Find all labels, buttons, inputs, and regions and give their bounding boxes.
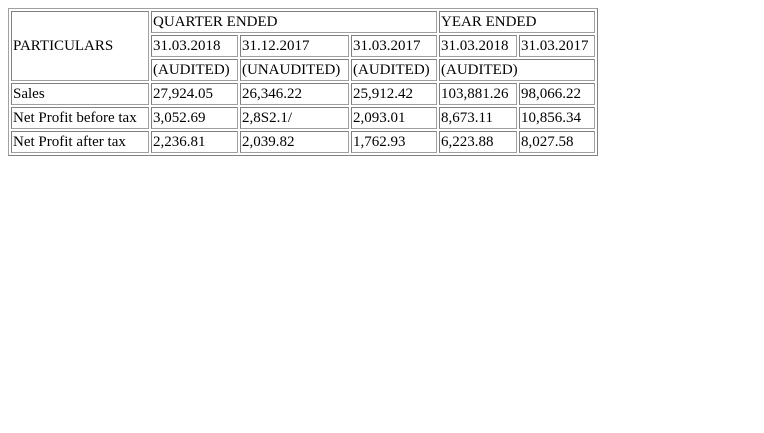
table-cell: 2,236.81 [151, 131, 238, 153]
table-cell: 103,881.26 [439, 83, 517, 105]
table-cell: 27,924.05 [151, 83, 238, 105]
audit-status-header: (AUDITED) [351, 59, 437, 81]
table-cell: 1,762.93 [351, 131, 437, 153]
audit-status-header: (AUDITED) [151, 59, 238, 81]
table-cell: 8,027.58 [519, 131, 595, 153]
row-label: Sales [11, 83, 149, 105]
table-cell: 25,912.42 [351, 83, 437, 105]
date-header: 31.03.2018 [439, 35, 517, 57]
quarter-ended-header: QUARTER ENDED [151, 11, 437, 33]
header-row-dates: 31.03.2018 31.12.2017 31.03.2017 31.03.2… [11, 35, 595, 57]
year-ended-header: YEAR ENDED [439, 11, 595, 33]
row-label: Net Profit after tax [11, 131, 149, 153]
table-cell: 26,346.22 [240, 83, 349, 105]
date-header: 31.03.2017 [351, 35, 437, 57]
table-row: Net Profit before tax 3,052.69 2,8S2.1/ … [11, 107, 595, 129]
table-cell: 3,052.69 [151, 107, 238, 129]
table-row: Sales 27,924.05 26,346.22 25,912.42 103,… [11, 83, 595, 105]
date-header: 31.12.2017 [240, 35, 349, 57]
table-cell: 2,8S2.1/ [240, 107, 349, 129]
table-cell: 6,223.88 [439, 131, 517, 153]
table-cell: 8,673.11 [439, 107, 517, 129]
results-table-container: PARTICULARS QUARTER ENDED YEAR ENDED 31.… [8, 8, 598, 156]
date-header: 31.03.2017 [519, 35, 595, 57]
table-cell: 2,039.82 [240, 131, 349, 153]
audit-status-header: (AUDITED) [439, 59, 595, 81]
header-row-groups: PARTICULARS QUARTER ENDED YEAR ENDED [11, 11, 595, 81]
table-cell: 10,856.34 [519, 107, 595, 129]
row-label: Net Profit before tax [11, 107, 149, 129]
date-header: 31.03.2018 [151, 35, 238, 57]
financial-results-table: PARTICULARS QUARTER ENDED YEAR ENDED 31.… [8, 8, 598, 156]
table-cell: 98,066.22 [519, 83, 595, 105]
table-row: Net Profit after tax 2,236.81 2,039.82 1… [11, 131, 595, 153]
header-row-audit: (AUDITED) (UNAUDITED) (AUDITED) (AUDITED… [11, 59, 595, 81]
audit-status-header: (UNAUDITED) [240, 59, 349, 81]
table-cell: 2,093.01 [351, 107, 437, 129]
particulars-header: PARTICULARS [11, 11, 149, 81]
